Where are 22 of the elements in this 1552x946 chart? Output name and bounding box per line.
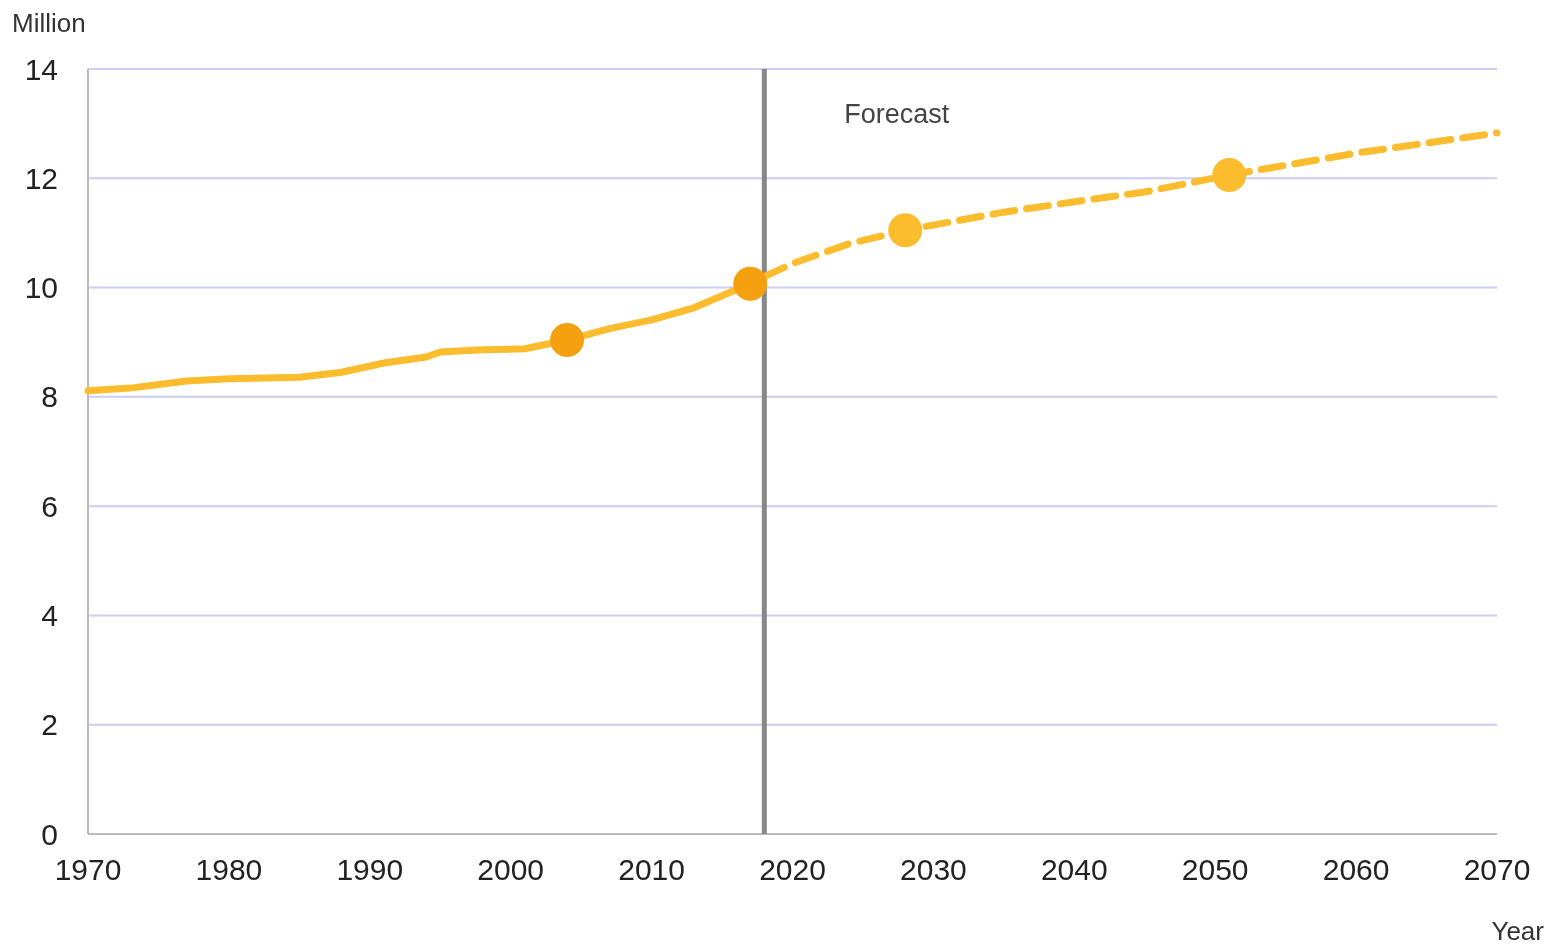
y-tick-label: 12 xyxy=(24,161,58,195)
y-axis-title: Million xyxy=(12,8,86,38)
x-tick-label: 2040 xyxy=(1040,853,1108,886)
x-tick-label: 1990 xyxy=(336,853,404,886)
x-tick-label: 2020 xyxy=(759,853,826,886)
y-tick-label: 4 xyxy=(41,598,58,632)
y-tick-label: 2 xyxy=(41,708,58,742)
ref-line-label: Forecast xyxy=(844,99,950,129)
x-tick-label: 2070 xyxy=(1463,853,1531,886)
x-tick-label: 1980 xyxy=(195,853,263,886)
y-tick-label: 8 xyxy=(41,380,58,414)
y-tick-label: 10 xyxy=(24,271,58,305)
x-axis-title: Year xyxy=(1491,916,1545,946)
y-tick-label: 14 xyxy=(24,52,58,86)
x-tick-label: 2030 xyxy=(900,853,967,886)
x-tick-label: 2000 xyxy=(477,853,545,886)
y-tick-label: 0 xyxy=(41,817,58,851)
x-tick-label: 2060 xyxy=(1322,853,1390,886)
x-tick-label: 1970 xyxy=(54,853,122,886)
y-tick-label: 6 xyxy=(41,489,58,523)
x-tick-label: 2010 xyxy=(618,853,685,886)
x-tick-label: 2050 xyxy=(1181,853,1249,886)
